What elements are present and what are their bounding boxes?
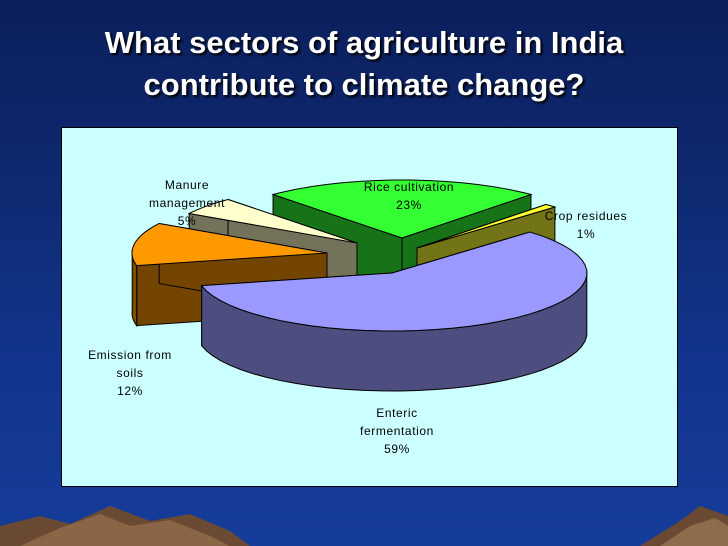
- label-manure-management: Manure management 5%: [128, 176, 246, 230]
- label-rice-cultivation: Rice cultivation 23%: [344, 178, 474, 214]
- pie-slice-enteric-fermentation: [200, 231, 588, 392]
- label-crop-residues: Crop residues 1%: [524, 207, 648, 243]
- title-line-2: contribute to climate change?: [143, 67, 585, 102]
- slide-title: What sectors of agriculture in India con…: [0, 22, 728, 106]
- pie-slice-emission-from-soils: [131, 222, 328, 328]
- label-crop-line1: Crop residues: [544, 209, 628, 223]
- label-soils-line1: Emission from: [88, 348, 172, 362]
- label-manure-line1: Manure: [164, 178, 210, 192]
- pie-slice-top-rice-cultivation: [271, 179, 533, 239]
- title-line-1: What sectors of agriculture in India: [104, 25, 624, 60]
- label-soils-pct: 12%: [117, 384, 143, 398]
- label-enteric-pct: 59%: [384, 442, 410, 456]
- label-enteric-fermentation: Enteric fermentation 59%: [338, 404, 456, 458]
- pie-slice-top-manure-management: [187, 198, 358, 244]
- label-rice-pct: 23%: [396, 198, 422, 212]
- label-manure-line2: management: [148, 196, 226, 210]
- mountain-background: [0, 506, 728, 546]
- pie-slice-top-crop-residues: [416, 203, 557, 249]
- label-enteric-line1: Enteric: [376, 406, 418, 420]
- label-soils-line2: soils: [116, 366, 144, 380]
- pie-slice-top-emission-from-soils: [131, 222, 328, 267]
- label-crop-pct: 1%: [576, 227, 596, 241]
- label-emission-from-soils: Emission from soils 12%: [72, 346, 188, 400]
- pie-slice-top-enteric-fermentation: [200, 231, 588, 332]
- label-rice-line1: Rice cultivation: [363, 180, 455, 194]
- label-enteric-line2: fermentation: [360, 424, 434, 438]
- chart-area: Manure management 5% Rice cultivation 23…: [61, 127, 678, 487]
- pie-chart: [131, 179, 588, 392]
- label-manure-pct: 5%: [177, 214, 197, 228]
